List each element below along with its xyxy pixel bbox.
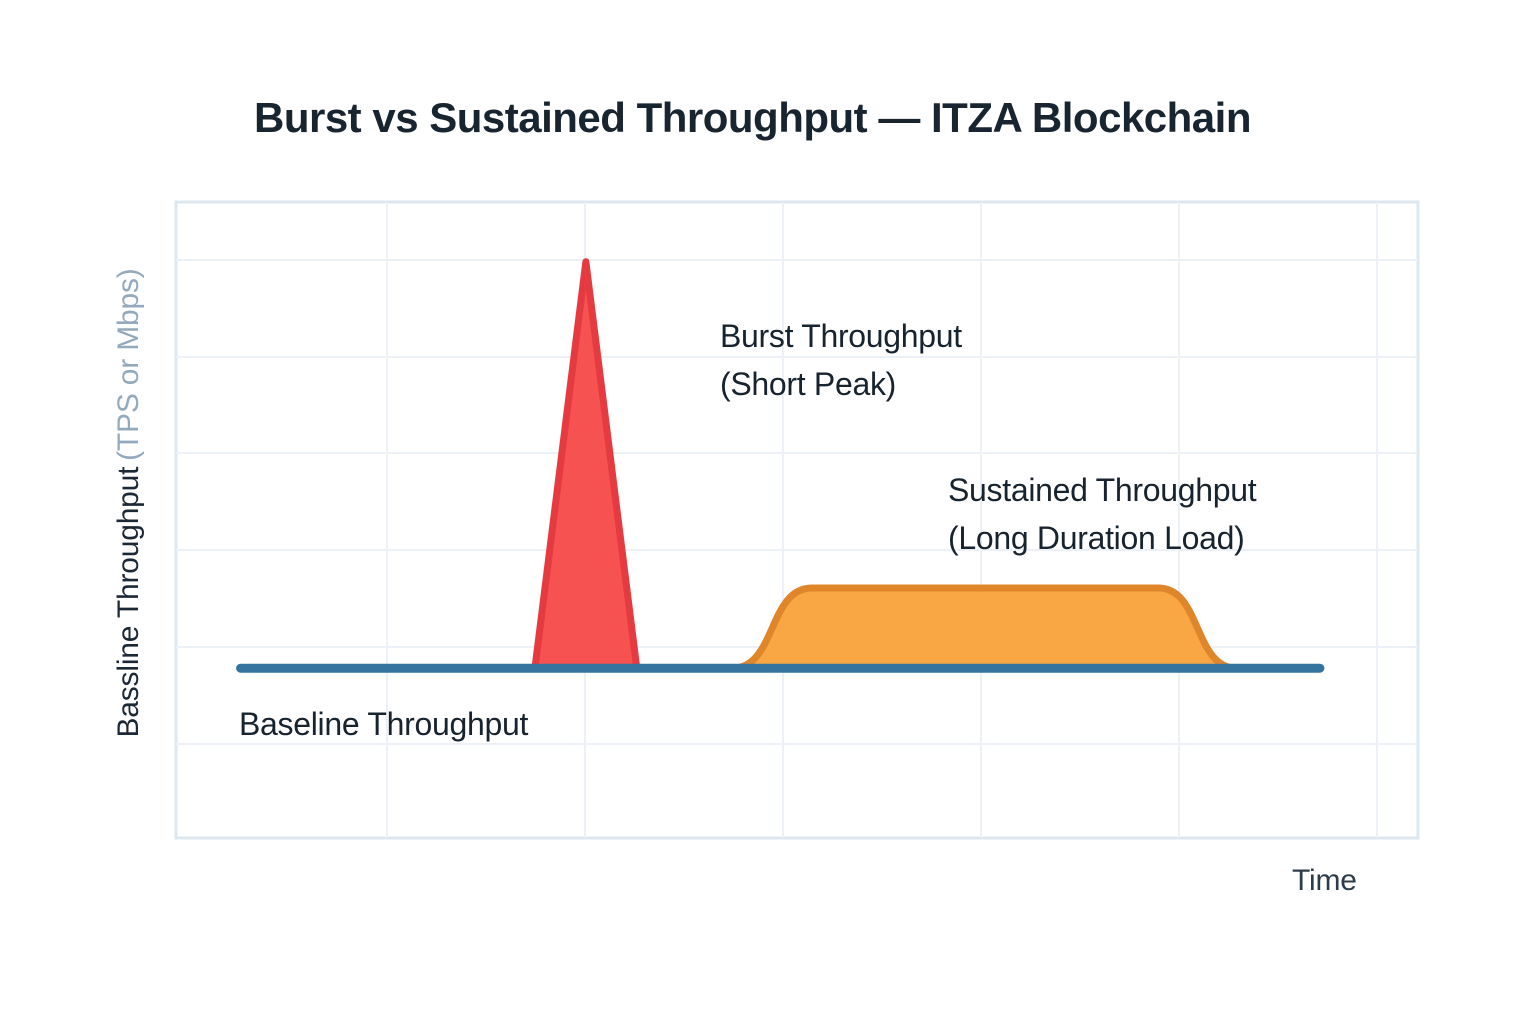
burst-annotation-line1: Burst Throughput bbox=[720, 318, 962, 354]
plot-border bbox=[174, 200, 1420, 840]
y-axis-label-units: (TPS or Mbps) bbox=[112, 268, 145, 461]
burst-annotation: Burst Throughput (Short Peak) bbox=[720, 312, 962, 408]
y-axis-label: Bassline Throughput (TPS or Mbps) bbox=[112, 268, 146, 737]
sustained-annotation: Sustained Throughput (Long Duration Load… bbox=[948, 466, 1257, 562]
baseline-annotation: Baseline Throughput bbox=[239, 706, 529, 742]
y-axis-label-main: Bassline Throughput bbox=[112, 466, 145, 738]
sustained-plateau-shape bbox=[728, 584, 1241, 672]
chart-title: Burst vs Sustained Throughput — ITZA Blo… bbox=[253, 94, 1252, 141]
sustained-annotation-line2: (Long Duration Load) bbox=[948, 520, 1245, 556]
x-axis-label: Time bbox=[1292, 864, 1357, 897]
burst-annotation-line2: (Short Peak) bbox=[720, 366, 897, 402]
burst-spike-shape bbox=[531, 258, 641, 672]
sustained-annotation-line1: Sustained Throughput bbox=[948, 472, 1257, 508]
